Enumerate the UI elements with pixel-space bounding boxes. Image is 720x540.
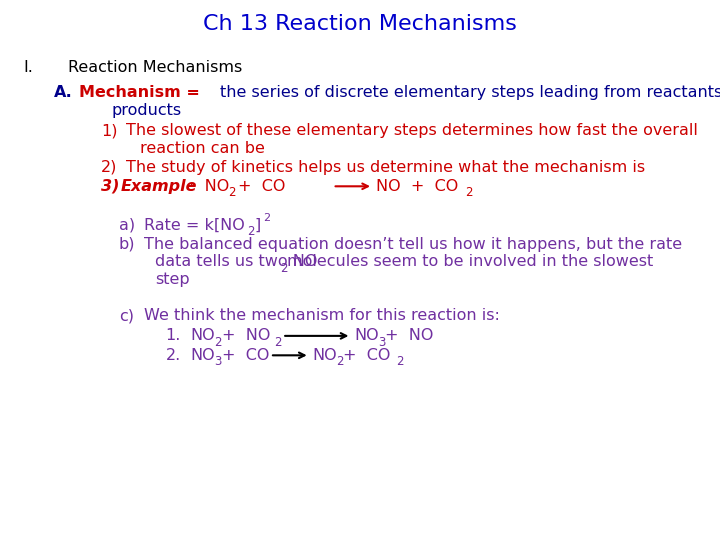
- Text: data tells us two NO: data tells us two NO: [155, 254, 318, 269]
- Text: 2: 2: [247, 225, 254, 238]
- Text: +  CO: + CO: [222, 348, 269, 363]
- Text: 2: 2: [465, 186, 472, 199]
- Text: molecules seem to be involved in the slowest: molecules seem to be involved in the slo…: [287, 254, 653, 269]
- Text: NO: NO: [191, 348, 215, 363]
- Text: +  NO: + NO: [222, 328, 270, 343]
- Text: Rate = k[NO: Rate = k[NO: [144, 218, 245, 233]
- Text: +  NO: + NO: [385, 328, 433, 343]
- Text: 2: 2: [336, 355, 343, 368]
- Text: c): c): [119, 308, 134, 323]
- Text: NO: NO: [354, 328, 379, 343]
- Text: the series of discrete elementary steps leading from reactants to: the series of discrete elementary steps …: [220, 85, 720, 100]
- Text: 3: 3: [378, 336, 385, 349]
- Text: step: step: [155, 272, 189, 287]
- Text: 2: 2: [396, 355, 403, 368]
- Text: Reaction Mechanisms: Reaction Mechanisms: [68, 60, 243, 75]
- Text: :  NO: : NO: [189, 179, 229, 194]
- Text: +  CO: + CO: [343, 348, 391, 363]
- Text: 3: 3: [215, 355, 222, 368]
- Text: NO  +  CO: NO + CO: [376, 179, 458, 194]
- Text: reaction can be: reaction can be: [140, 141, 265, 156]
- Text: 2: 2: [280, 262, 287, 275]
- Text: 2: 2: [228, 186, 235, 199]
- Text: The slowest of these elementary steps determines how fast the overall: The slowest of these elementary steps de…: [126, 123, 698, 138]
- Text: Example: Example: [121, 179, 197, 194]
- Text: I.: I.: [23, 60, 33, 75]
- Text: products: products: [112, 103, 181, 118]
- Text: 1): 1): [101, 123, 117, 138]
- Text: 3): 3): [101, 179, 120, 194]
- Text: Mechanism =: Mechanism =: [79, 85, 200, 100]
- Text: ]: ]: [254, 218, 261, 233]
- Text: The balanced equation doesn’t tell us how it happens, but the rate: The balanced equation doesn’t tell us ho…: [144, 237, 682, 252]
- Text: 1.: 1.: [166, 328, 181, 343]
- Text: We think the mechanism for this reaction is:: We think the mechanism for this reaction…: [144, 308, 500, 323]
- Text: A.: A.: [54, 85, 73, 100]
- Text: 2: 2: [263, 213, 270, 223]
- Text: b): b): [119, 237, 135, 252]
- Text: Ch 13 Reaction Mechanisms: Ch 13 Reaction Mechanisms: [203, 14, 517, 35]
- Text: NO: NO: [191, 328, 215, 343]
- Text: +  CO: + CO: [238, 179, 285, 194]
- Text: 2.: 2.: [166, 348, 181, 363]
- Text: 2): 2): [101, 160, 117, 175]
- Text: The study of kinetics helps us determine what the mechanism is: The study of kinetics helps us determine…: [126, 160, 645, 175]
- Text: a): a): [119, 218, 135, 233]
- Text: 2: 2: [215, 336, 222, 349]
- Text: NO: NO: [312, 348, 337, 363]
- Text: 2: 2: [274, 336, 282, 349]
